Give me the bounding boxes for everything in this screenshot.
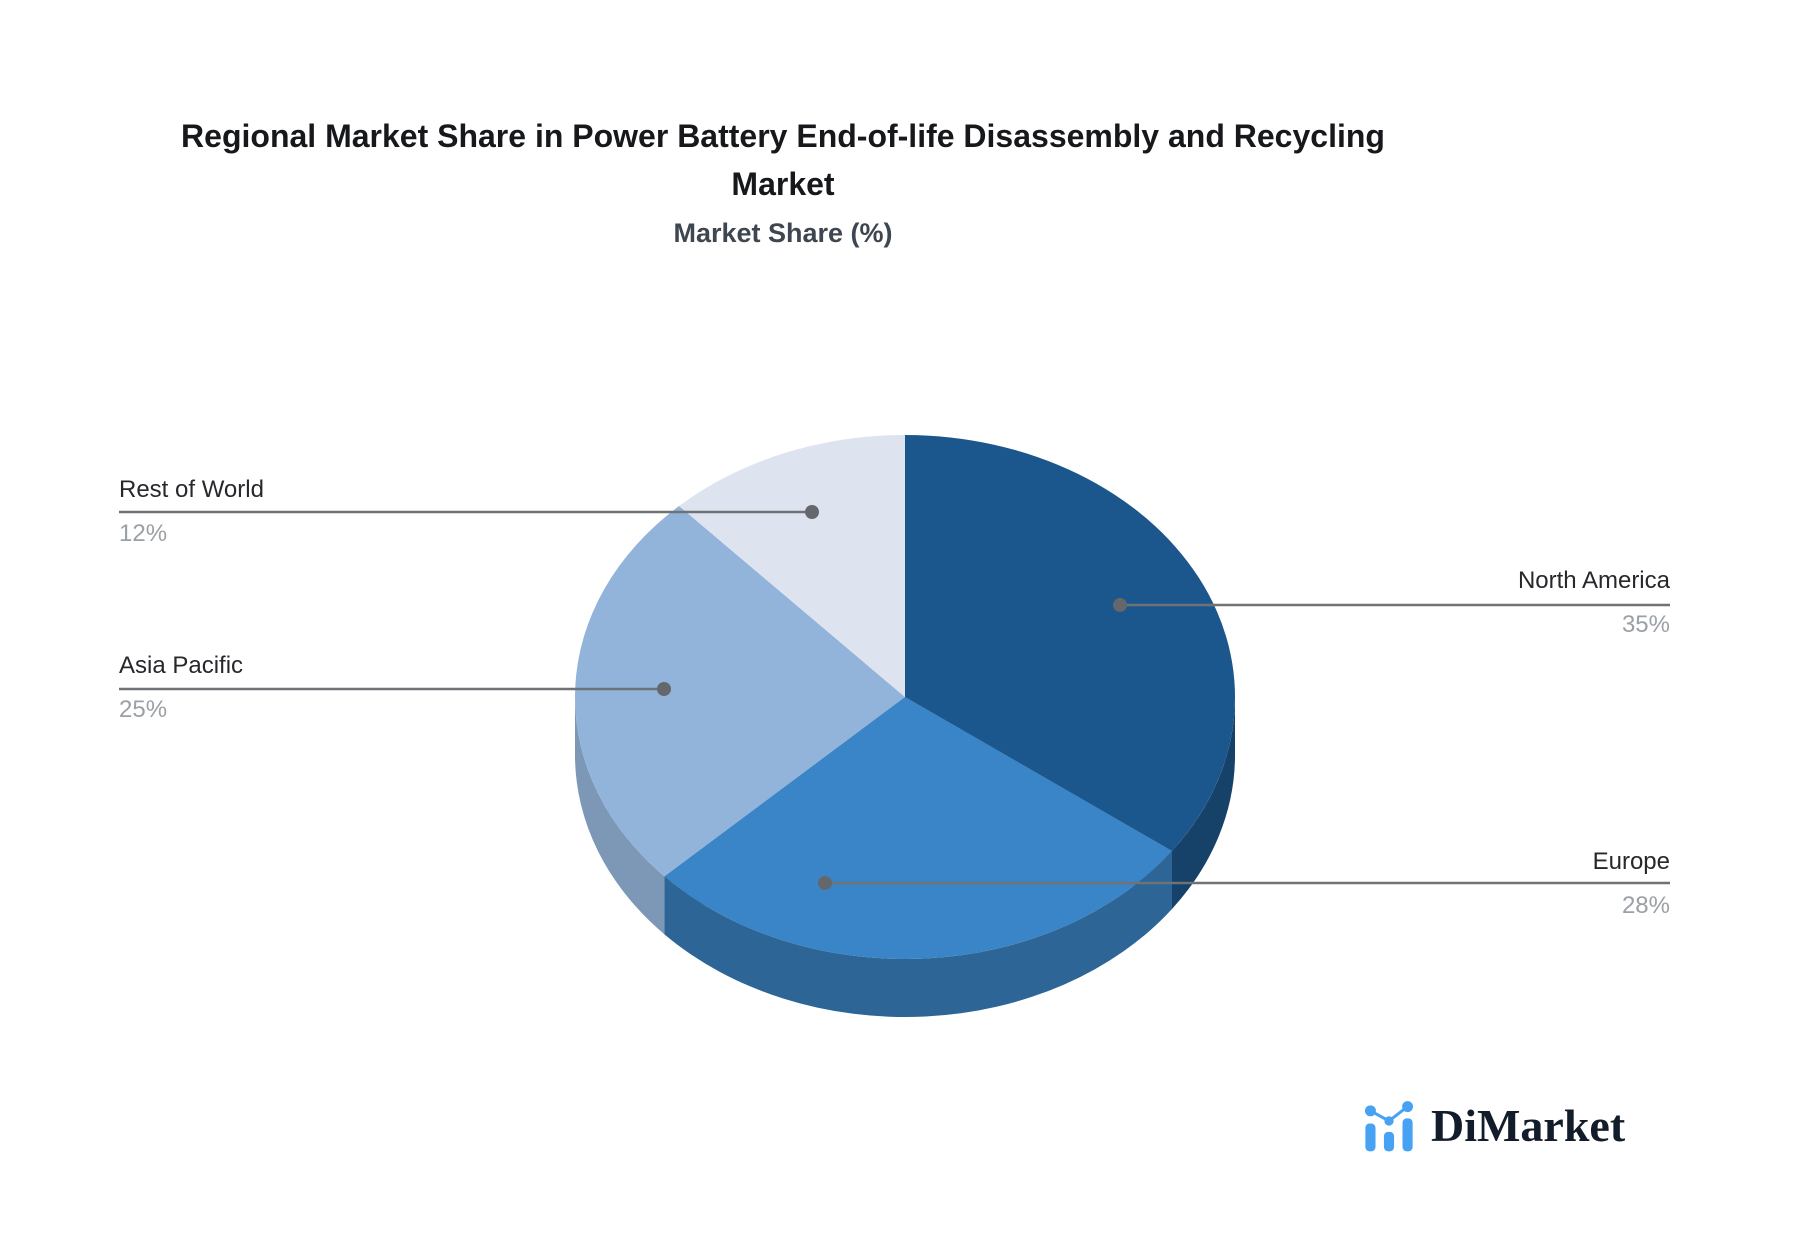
slice-percent: 35% (1621, 611, 1670, 638)
chart-title-line2: Market (731, 166, 835, 202)
pie-slice-north-america[interactable] (905, 435, 1236, 851)
pie-depth-wall (1171, 697, 1235, 909)
dimarket-logo: DiMarket (1362, 1096, 1625, 1156)
pie-slice-rest-of-world[interactable] (679, 435, 905, 697)
pie-depth-wall (664, 851, 1172, 1018)
chart-subtitle: Market Share (%) (673, 218, 893, 248)
slice-percent: 28% (1621, 892, 1670, 919)
slice-name: Europe (1592, 848, 1670, 875)
slice-name: North America (1517, 567, 1670, 594)
leader-dot (657, 682, 671, 696)
chart-title: Regional Market Share in Power Battery E… (0, 112, 1566, 208)
slice-name: Asia Pacific (119, 652, 244, 679)
slice-label-rest-of-world: Rest of World 12% (119, 476, 264, 548)
slice-label-north-america: North America 35% (1518, 567, 1670, 639)
leader-dot (1113, 598, 1127, 612)
leader-dot (805, 505, 819, 519)
slice-name: Rest of World (119, 476, 264, 503)
dimarket-logo-text: DiMarket (1431, 1100, 1626, 1151)
slice-percent: 25% (119, 696, 168, 723)
pie-depth-wall (575, 697, 665, 935)
slice-label-europe: Europe 28% (1593, 848, 1670, 920)
bar-and-dots-chart-icon (1364, 1101, 1414, 1152)
chart-title-line1: Regional Market Share in Power Battery E… (181, 118, 1385, 154)
slice-label-asia-pacific: Asia Pacific 25% (119, 652, 243, 724)
leader-dot (818, 876, 832, 890)
pie-slice-europe[interactable] (664, 697, 1172, 960)
slice-percent: 12% (119, 520, 168, 547)
pie-slice-asia-pacific[interactable] (575, 506, 905, 877)
